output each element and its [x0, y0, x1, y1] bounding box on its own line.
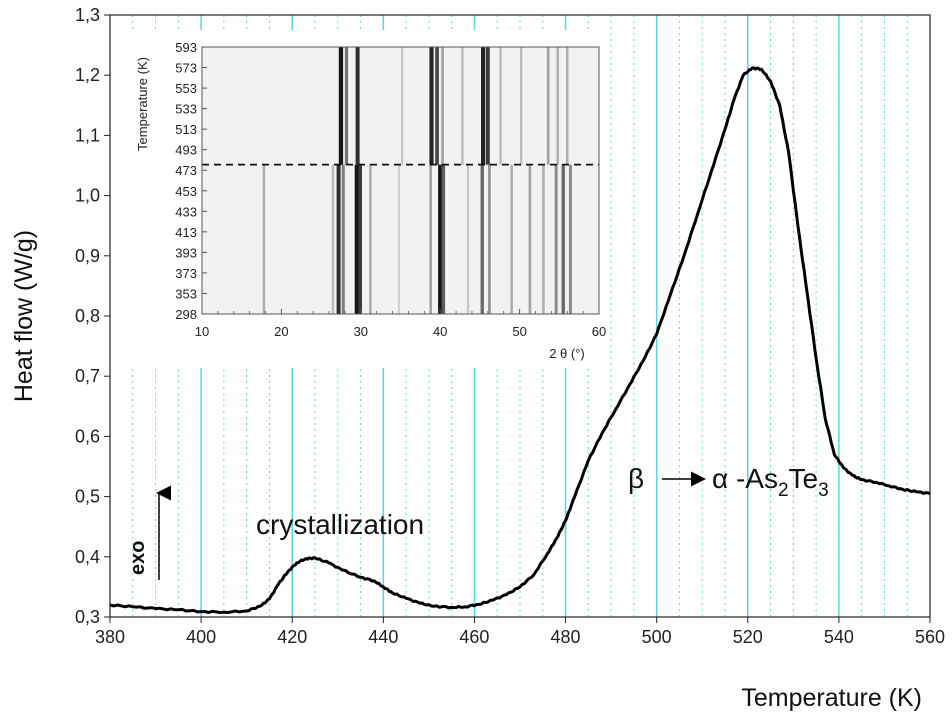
xrd-peak-line — [429, 164, 432, 314]
y-tick-label: 0,3 — [75, 607, 100, 627]
inset-y-tick-label: 353 — [175, 286, 197, 301]
xrd-peak-line — [566, 47, 569, 165]
xrd-peak-line — [441, 164, 446, 314]
xrd-peak-line — [461, 47, 464, 165]
x-tick-label: 400 — [186, 627, 216, 647]
xrd-peak-line — [554, 164, 558, 314]
y-tick-label: 0,8 — [75, 306, 100, 326]
y-tick-label: 1,3 — [75, 5, 100, 25]
inset-y-tick-label: 413 — [175, 225, 197, 240]
heatmap-background — [202, 47, 599, 314]
xrd-peak-line — [561, 164, 565, 314]
xrd-peak-line — [331, 164, 335, 314]
inset-y-tick-label: 393 — [175, 245, 197, 260]
inset-y-tick-label: 573 — [175, 61, 197, 76]
xrd-peak-line — [510, 164, 513, 314]
y-tick-label: 0,4 — [75, 547, 100, 567]
xrd-peak-line — [358, 164, 362, 314]
y-tick-label: 0,6 — [75, 426, 100, 446]
xrd-peak-line — [480, 164, 484, 314]
x-tick-label: 520 — [733, 627, 763, 647]
inset-x-tick-label: 50 — [512, 324, 526, 339]
xrd-peak-line — [485, 47, 490, 165]
xrd-peak-line — [438, 164, 443, 314]
inset-x-axis: 10 20 30 40 50 60 — [195, 309, 606, 339]
x-tick-label: 380 — [95, 627, 125, 647]
x-tick-label: 540 — [824, 627, 854, 647]
inset-y-tick-label: 433 — [175, 204, 197, 219]
x-axis: 380 400 420 440 460 480 500 520 540 560 — [95, 617, 945, 647]
xrd-peak-line — [556, 47, 559, 165]
xrd-peak-line — [441, 47, 444, 165]
xrd-peak-line — [429, 47, 434, 165]
inset-x-tick-label: 40 — [433, 324, 447, 339]
xrd-peak-line — [397, 164, 400, 314]
xrd-peak-line — [338, 47, 344, 165]
y-tick-label: 0,7 — [75, 366, 100, 386]
x-tick-label: 460 — [459, 627, 489, 647]
xrd-peak-line — [488, 164, 491, 314]
xrd-peak-line — [336, 164, 341, 314]
xrd-peak-line — [520, 47, 523, 165]
inset-x-tick-label: 60 — [592, 324, 606, 339]
x-tick-label: 440 — [368, 627, 398, 647]
xrd-peak-line — [401, 47, 404, 165]
xrd-peak-line — [262, 164, 266, 314]
xrd-peak-line — [499, 47, 502, 165]
inset-y-tick-label: 298 — [175, 307, 197, 322]
xrd-peak-line — [344, 47, 349, 165]
inset-x-tick-label: 30 — [354, 324, 368, 339]
inset-x-label: 2 θ (°) — [549, 346, 585, 361]
heatmap-lines — [262, 47, 572, 314]
y-tick-label: 1,0 — [75, 186, 100, 206]
inset-x-tick-label: 20 — [274, 324, 288, 339]
inset-y-axis: 298 353 373 393 413 433 453 473 493 513 533 553 573 5… — [175, 40, 207, 322]
xrd-peak-line — [528, 164, 532, 314]
inset-y-tick-label: 593 — [175, 40, 197, 55]
inset-y-tick-label: 473 — [175, 163, 197, 178]
inset-y-tick-label: 453 — [175, 184, 197, 199]
xrd-peak-line — [341, 164, 345, 314]
xrd-peak-line — [435, 47, 439, 165]
heatmap-frame — [201, 46, 600, 315]
y-tick-label: 0,9 — [75, 246, 100, 266]
xrd-peak-line — [546, 47, 550, 165]
xrd-peak-line — [369, 164, 372, 314]
inset-y-tick-label: 493 — [175, 143, 197, 158]
inset-y-tick-label: 373 — [175, 266, 197, 281]
x-tick-label: 560 — [915, 627, 945, 647]
y-tick-label: 1,1 — [75, 125, 100, 145]
annotation-phase-transition: β α -As2Te3 — [628, 463, 829, 501]
xrd-peak-line — [481, 47, 486, 165]
annotation-crystallization: crystallization — [256, 509, 424, 540]
y-axis: 0,3 0,4 0,5 0,6 0,7 0,8 0,9 1,0 1,1 1,2 1,3 — [75, 5, 110, 627]
inset-y-tick-label: 553 — [175, 81, 197, 96]
x-tick-label: 480 — [551, 627, 581, 647]
svg-text:β: β — [628, 463, 644, 494]
xrd-peak-line — [569, 164, 572, 314]
xrd-peak-line — [542, 164, 545, 314]
y-tick-label: 1,2 — [75, 65, 100, 85]
y-axis-label: Heat flow (W/g) — [10, 230, 38, 402]
xrd-peak-line — [354, 164, 359, 314]
y-tick-label: 0,5 — [75, 487, 100, 507]
inset-y-label: Temperature (K) — [135, 57, 150, 151]
inset-y-tick-label: 513 — [175, 122, 197, 137]
inset-y-tick-label: 533 — [175, 102, 197, 117]
annotation-exo: exo — [127, 541, 149, 575]
xrd-peak-line — [466, 164, 470, 314]
x-tick-label: 420 — [277, 627, 307, 647]
inset-x-tick-label: 10 — [195, 324, 209, 339]
xrd-peak-line — [355, 47, 360, 165]
xrd-inset: 298 353 373 393 413 433 453 473 493 513 533 553 573 5… — [118, 30, 608, 368]
x-tick-label: 500 — [642, 627, 672, 647]
x-axis-label: Temperature (K) — [741, 684, 922, 712]
heat-flow-line — [109, 66, 931, 615]
